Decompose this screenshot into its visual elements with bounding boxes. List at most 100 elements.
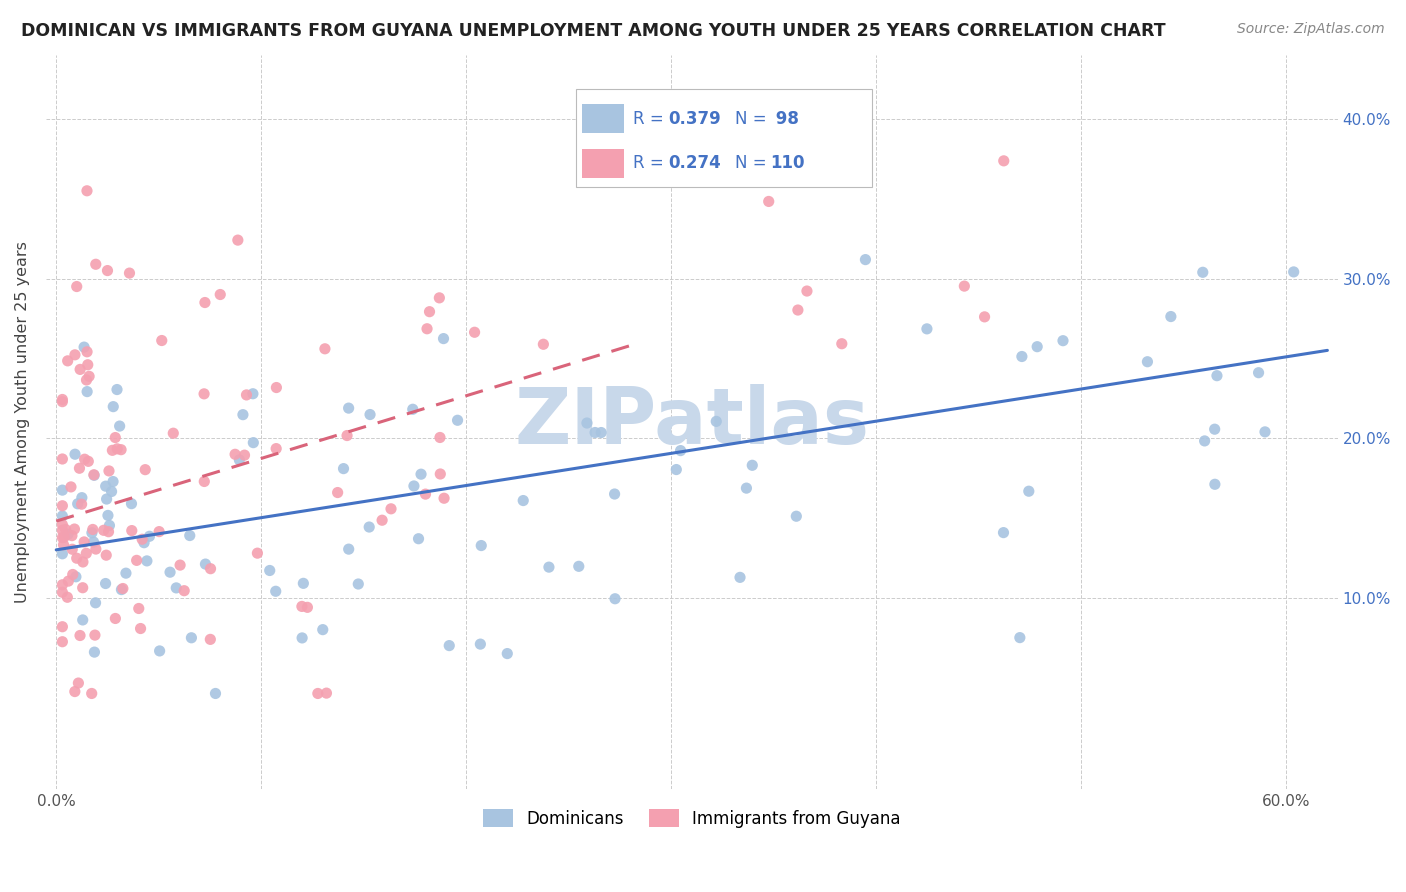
- Point: [799, 167, 821, 181]
- Point: [512, 493, 534, 508]
- Point: [72, 613, 94, 627]
- Point: [408, 532, 430, 546]
- Point: [209, 287, 232, 301]
- Text: 0.379: 0.379: [668, 110, 721, 128]
- Point: [603, 591, 626, 606]
- Text: 98: 98: [770, 110, 800, 128]
- Point: [173, 583, 195, 598]
- Point: [796, 284, 818, 298]
- Point: [105, 383, 128, 397]
- Point: [51, 634, 73, 648]
- Point: [121, 497, 143, 511]
- Text: Source: ZipAtlas.com: Source: ZipAtlas.com: [1237, 22, 1385, 37]
- Point: [179, 528, 201, 542]
- Point: [193, 475, 215, 489]
- Point: [429, 467, 451, 481]
- Point: [831, 336, 853, 351]
- Point: [150, 334, 173, 348]
- Point: [603, 487, 626, 501]
- Point: [69, 362, 91, 376]
- Point: [111, 582, 134, 596]
- Point: [470, 539, 492, 553]
- Point: [169, 558, 191, 573]
- Point: [1136, 355, 1159, 369]
- Point: [337, 542, 360, 557]
- Point: [1194, 434, 1216, 448]
- Point: [51, 524, 73, 538]
- Point: [1254, 425, 1277, 439]
- Point: [59, 480, 82, 494]
- Point: [118, 266, 141, 280]
- Point: [73, 452, 96, 467]
- Point: [83, 468, 105, 483]
- Point: [259, 564, 281, 578]
- Point: [537, 560, 560, 574]
- Point: [758, 194, 780, 209]
- Point: [105, 442, 128, 456]
- Point: [103, 400, 125, 414]
- Point: [180, 631, 202, 645]
- Point: [336, 428, 359, 442]
- Point: [1011, 350, 1033, 364]
- Point: [80, 525, 103, 540]
- Text: DOMINICAN VS IMMIGRANTS FROM GUYANA UNEMPLOYMENT AMONG YOUTH UNDER 25 YEARS CORR: DOMINICAN VS IMMIGRANTS FROM GUYANA UNEM…: [21, 22, 1166, 40]
- Point: [531, 337, 554, 351]
- Point: [60, 529, 83, 543]
- Point: [416, 322, 439, 336]
- Point: [51, 392, 73, 407]
- Point: [52, 538, 75, 552]
- Point: [76, 384, 98, 399]
- Point: [51, 509, 73, 524]
- Text: ZIPatlas: ZIPatlas: [515, 384, 869, 460]
- Point: [110, 442, 132, 457]
- Point: [1247, 366, 1270, 380]
- Point: [432, 332, 454, 346]
- Point: [1018, 484, 1040, 499]
- Point: [291, 631, 314, 645]
- Point: [402, 402, 425, 417]
- Point: [575, 416, 598, 430]
- Point: [242, 386, 264, 401]
- Point: [63, 447, 86, 461]
- Point: [315, 686, 337, 700]
- Text: N =: N =: [735, 154, 772, 172]
- Point: [1026, 340, 1049, 354]
- Point: [1052, 334, 1074, 348]
- Point: [84, 628, 107, 642]
- Point: [67, 676, 90, 690]
- Point: [134, 463, 156, 477]
- Point: [415, 487, 437, 501]
- Point: [97, 524, 120, 539]
- Point: [96, 263, 118, 277]
- Point: [312, 623, 335, 637]
- Point: [194, 557, 217, 571]
- Point: [359, 408, 381, 422]
- Point: [297, 600, 319, 615]
- Point: [51, 620, 73, 634]
- Point: [741, 458, 763, 473]
- Point: [291, 599, 314, 614]
- Point: [51, 547, 73, 561]
- Point: [69, 461, 91, 475]
- Point: [429, 430, 451, 444]
- Point: [242, 435, 264, 450]
- Point: [93, 524, 115, 538]
- Point: [347, 577, 370, 591]
- Point: [232, 408, 254, 422]
- Point: [402, 479, 425, 493]
- Point: [973, 310, 995, 324]
- Point: [149, 644, 172, 658]
- Point: [233, 448, 256, 462]
- Point: [83, 535, 105, 549]
- Point: [98, 464, 121, 478]
- Point: [193, 387, 215, 401]
- Point: [121, 524, 143, 538]
- Point: [125, 553, 148, 567]
- Point: [246, 546, 269, 560]
- Point: [132, 535, 155, 549]
- Point: [96, 548, 118, 562]
- Point: [418, 304, 440, 318]
- Point: [165, 581, 187, 595]
- Point: [53, 530, 76, 544]
- Point: [200, 632, 222, 647]
